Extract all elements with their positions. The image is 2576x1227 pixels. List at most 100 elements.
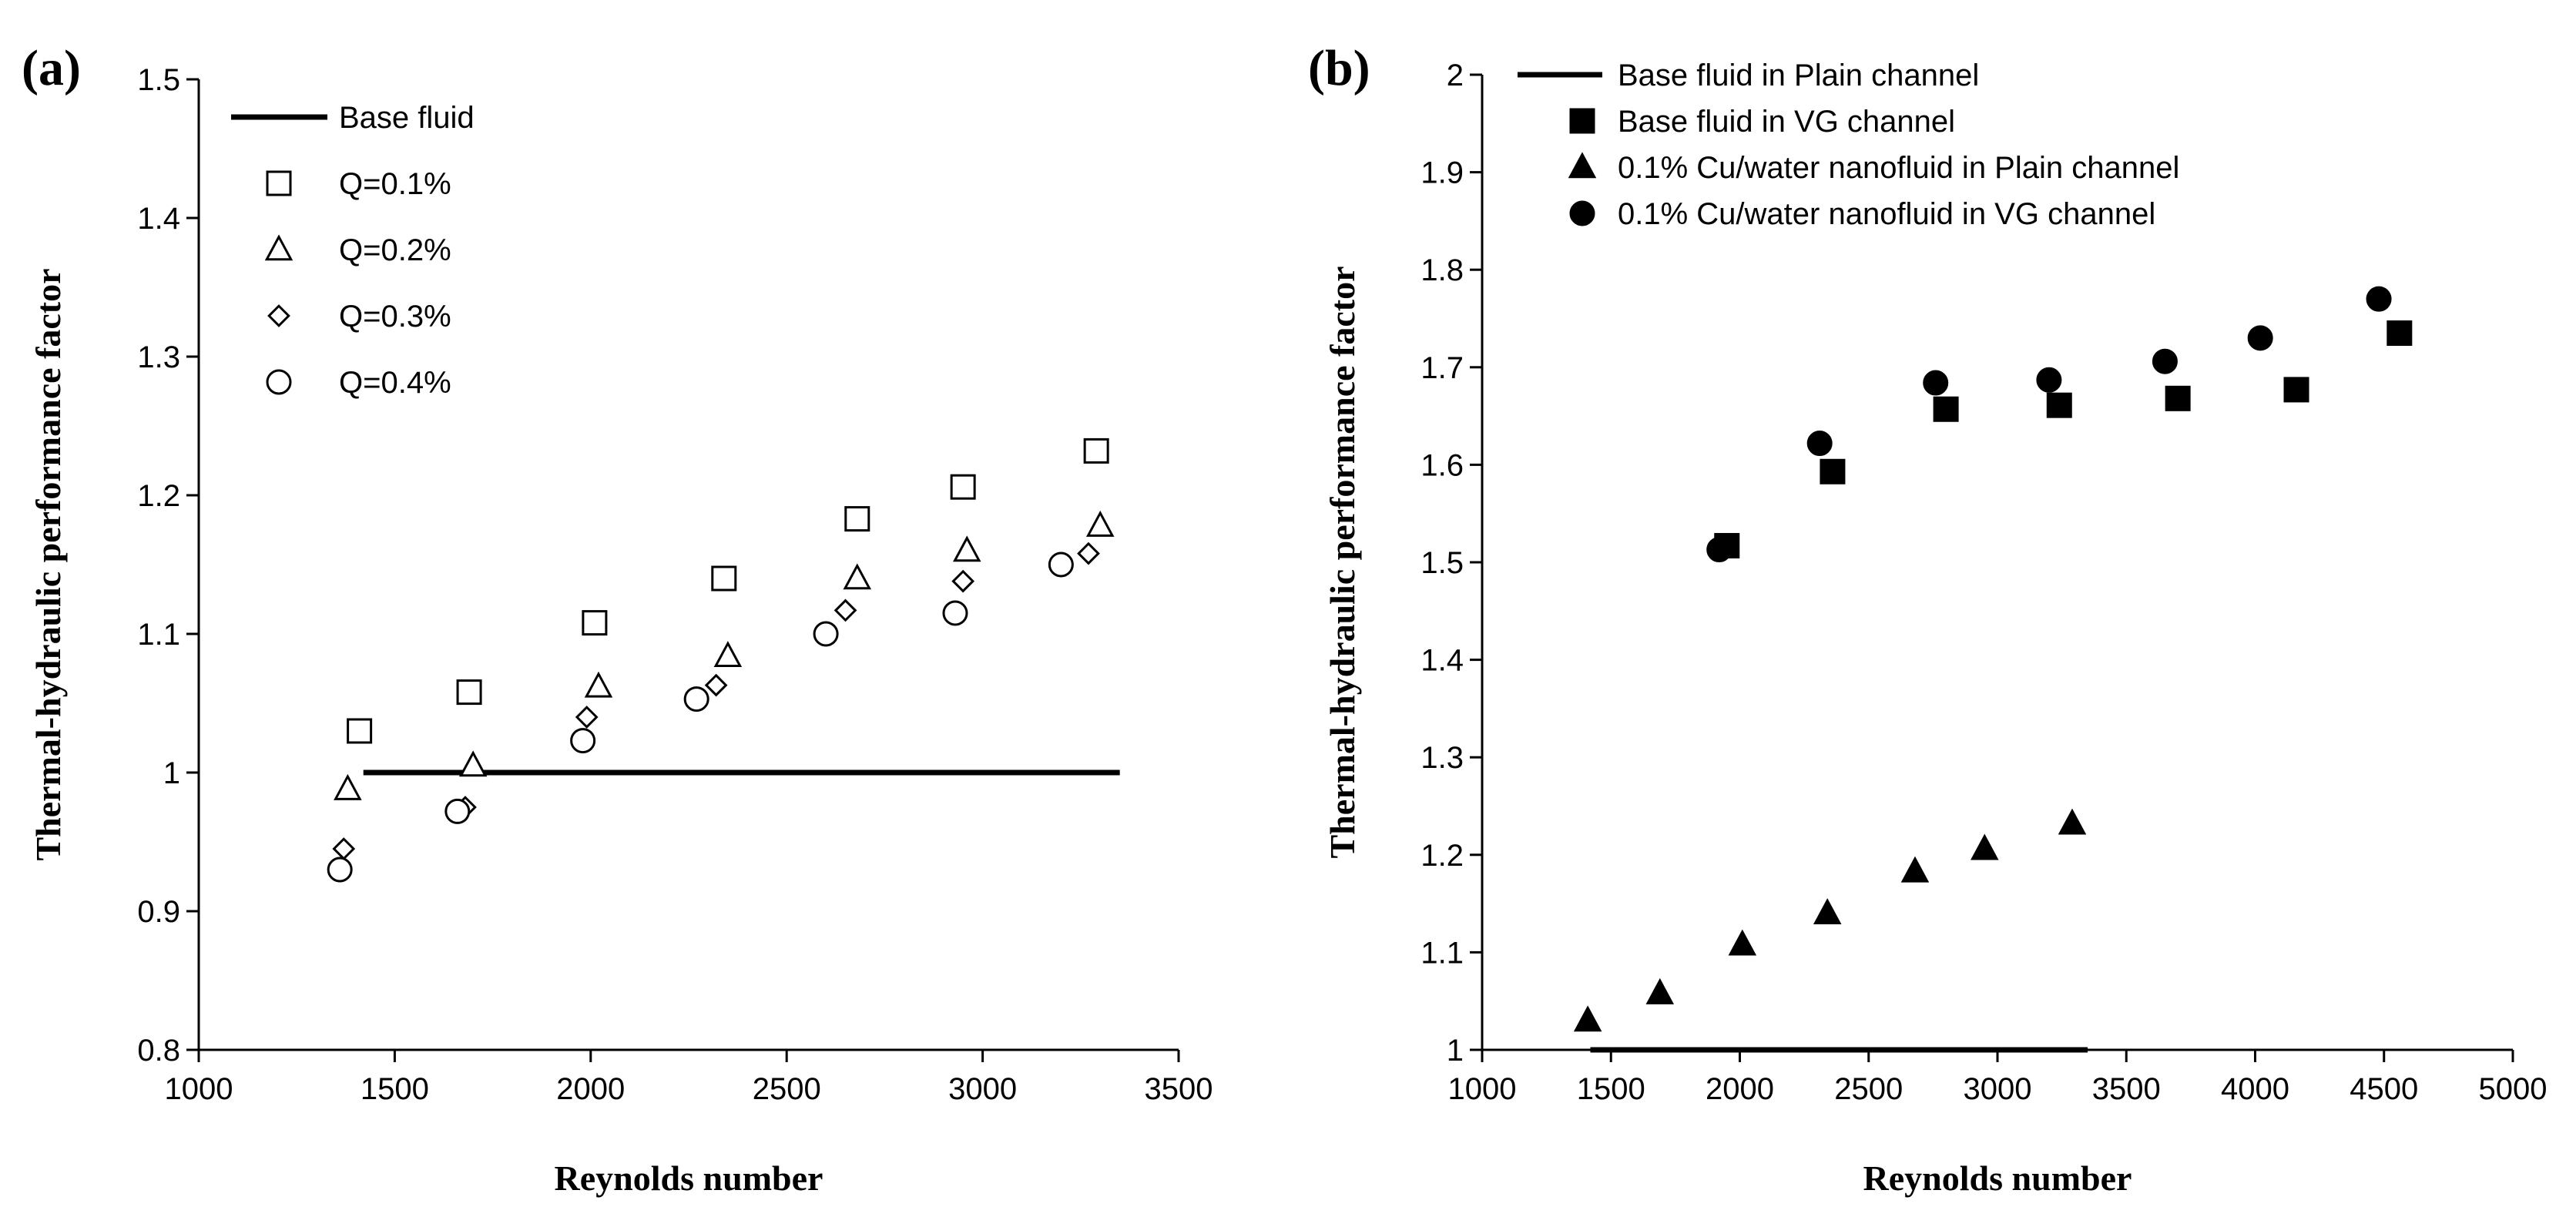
x-tick-label: 2500: [1834, 1072, 1903, 1106]
legend-item: Base fluid in VG channel: [1569, 105, 1955, 139]
legend-item: Base fluid in Plain channel: [1518, 59, 1979, 92]
data-point: [1706, 537, 1732, 563]
panel-b-legend: Base fluid in Plain channel Base fluid in…: [1518, 59, 2179, 231]
data-point: [813, 621, 839, 647]
panel-a-legend: Base fluid Q=0.1% Q=0.2% Q=0.3% Q=0.4%: [231, 101, 475, 400]
legend-item: 0.1% Cu/water nanofluid in Plain channel: [1568, 151, 2179, 185]
y-tick-label: 1.5: [137, 63, 180, 97]
data-point: [2247, 325, 2273, 351]
legend-item: Q=0.4%: [266, 366, 451, 400]
legend-item: Base fluid: [231, 101, 475, 135]
x-tick-label: 1500: [361, 1072, 429, 1106]
panel-b-data-marks: [1573, 286, 2413, 1053]
legend-item: Q=0.2%: [264, 233, 451, 267]
y-tick-label: 1.1: [137, 618, 180, 652]
x-tick-label: 5000: [2479, 1072, 2547, 1106]
y-tick-label: 1.5: [1420, 546, 1464, 580]
series-q-0-4-: [327, 551, 1074, 883]
data-point: [1728, 929, 1757, 956]
data-point: [1813, 898, 1842, 925]
x-tick-label: 4000: [2221, 1072, 2289, 1106]
data-point: [456, 679, 482, 706]
data-point: [1085, 510, 1115, 537]
series-q-0-2-: [334, 510, 1115, 800]
legend-marker: [267, 304, 290, 327]
x-tick-label: 1000: [1448, 1072, 1517, 1106]
x-tick-label: 3500: [1145, 1072, 1213, 1106]
x-tick-label: 2000: [556, 1072, 625, 1106]
legend-marker: [1568, 152, 1597, 179]
data-point: [1806, 431, 1833, 457]
data-point: [2366, 286, 2392, 312]
data-point: [1077, 541, 1100, 565]
x-tick-label: 2000: [1706, 1072, 1774, 1106]
data-point: [1933, 396, 1959, 422]
series-0-1-cu-water-nanofluid-in-vg-channel: [1706, 286, 2392, 563]
x-tick-label: 4500: [2350, 1072, 2418, 1106]
data-point: [332, 837, 356, 860]
panel-b-y-axis-title: Thermal-hydraulic performance factor: [1323, 266, 1362, 858]
data-point: [1820, 458, 1846, 484]
legend-label: 0.1% Cu/water nanofluid in Plain channel: [1618, 151, 2179, 185]
data-point: [334, 773, 362, 800]
data-point: [2152, 348, 2178, 374]
data-point: [1645, 977, 1675, 1004]
y-tick-label: 1.8: [1420, 253, 1464, 287]
data-point: [570, 728, 596, 754]
x-tick-label: 2500: [753, 1072, 821, 1106]
x-tick-label: 3000: [1964, 1072, 2032, 1106]
data-point: [942, 600, 968, 626]
data-point: [834, 598, 857, 622]
y-tick-label: 1.1: [1420, 936, 1464, 970]
data-point: [458, 750, 488, 777]
panel-a-data-marks: [327, 437, 1120, 883]
y-tick-label: 1.3: [137, 340, 180, 374]
y-tick-label: 1.4: [137, 202, 180, 236]
y-tick-label: 1.2: [1420, 839, 1464, 873]
series-0-1-cu-water-nanofluid-in-plain-channel: [1573, 808, 2087, 1032]
panel-a-x-axis-title: Reynolds number: [555, 1158, 823, 1198]
legend-marker: [264, 234, 293, 261]
data-point: [575, 706, 599, 729]
x-tick-label: 3000: [948, 1072, 1017, 1106]
panel-a-label: (a): [22, 40, 81, 96]
legend-label: Q=0.4%: [339, 366, 451, 400]
data-point: [584, 671, 613, 698]
legend-label: 0.1% Cu/water nanofluid in VG channel: [1618, 197, 2155, 231]
y-tick-label: 1.2: [137, 479, 180, 513]
data-point: [713, 641, 743, 668]
legend-label: Base fluid in VG channel: [1618, 105, 1955, 139]
x-tick-label: 1500: [1577, 1072, 1645, 1106]
data-point: [704, 673, 728, 697]
data-point: [2046, 392, 2072, 418]
data-point: [347, 718, 373, 744]
panel-b-x-axis-title: Reynolds number: [1863, 1158, 2132, 1198]
data-point: [1900, 856, 1930, 883]
x-tick-label: 1000: [165, 1072, 233, 1106]
data-point: [2165, 385, 2191, 411]
panel-b-label: (b): [1308, 40, 1370, 96]
y-tick-label: 1.3: [1420, 741, 1464, 775]
data-point: [1048, 551, 1074, 578]
panel-a-y-axis-title: Thermal-hydraulic performance factor: [29, 268, 68, 860]
data-point: [2058, 808, 2087, 835]
legend-item: Q=0.1%: [266, 167, 451, 201]
y-tick-label: 1: [1447, 1034, 1464, 1068]
legend-item: 0.1% Cu/water nanofluid in VG channel: [1569, 197, 2155, 231]
y-tick-label: 2: [1447, 59, 1464, 92]
data-point: [582, 610, 608, 636]
y-tick-label: 0.8: [137, 1034, 180, 1068]
data-point: [1573, 1005, 1602, 1032]
y-tick-label: 1.7: [1420, 351, 1464, 385]
series-base-fluid-in-vg-channel: [1714, 320, 2413, 558]
data-point: [844, 506, 870, 532]
data-point: [951, 569, 975, 593]
data-point: [2283, 377, 2309, 403]
data-point: [711, 565, 737, 592]
legend-label: Base fluid in Plain channel: [1618, 59, 1979, 92]
data-point: [2386, 320, 2413, 346]
legend-marker: [266, 369, 292, 395]
y-tick-label: 1: [163, 756, 180, 790]
data-point: [1971, 833, 1999, 860]
